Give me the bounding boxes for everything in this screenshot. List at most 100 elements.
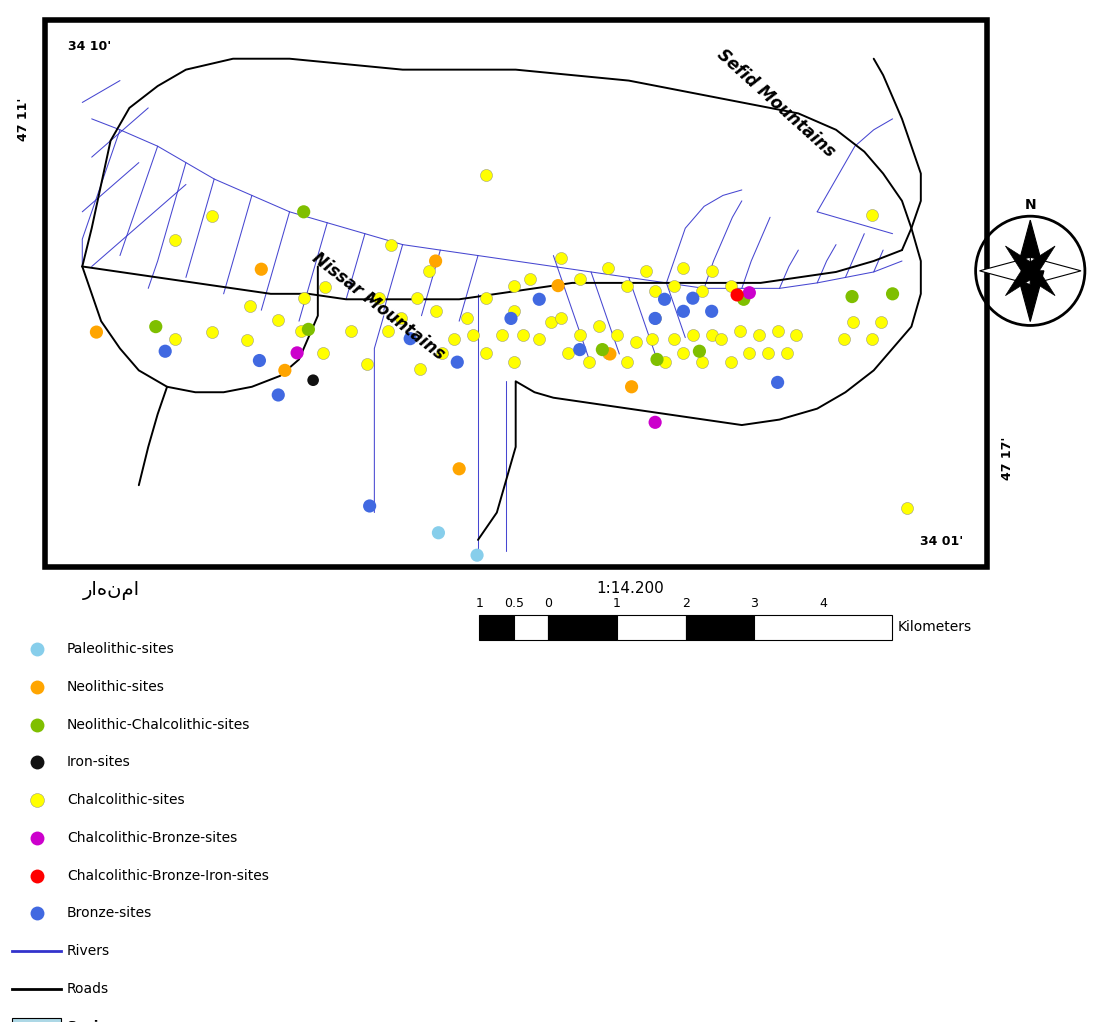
Bar bbox=[617, 615, 686, 640]
Point bbox=[317, 279, 334, 295]
Point bbox=[468, 547, 486, 563]
Point bbox=[721, 354, 739, 370]
Point bbox=[476, 290, 494, 307]
Polygon shape bbox=[1030, 258, 1082, 284]
Point bbox=[429, 524, 447, 541]
Text: Springs: Springs bbox=[67, 1020, 126, 1022]
Text: 0.5: 0.5 bbox=[504, 598, 524, 610]
Polygon shape bbox=[1017, 271, 1044, 322]
Point bbox=[665, 330, 682, 346]
Point bbox=[464, 327, 482, 343]
Point bbox=[735, 291, 753, 308]
Point bbox=[379, 323, 397, 339]
Point bbox=[690, 343, 708, 360]
Polygon shape bbox=[1025, 266, 1055, 295]
Point bbox=[270, 312, 288, 328]
Point bbox=[446, 330, 464, 346]
Point bbox=[427, 304, 445, 320]
Point bbox=[166, 232, 184, 248]
Point bbox=[609, 327, 627, 343]
Point bbox=[750, 327, 768, 343]
Point bbox=[313, 344, 331, 361]
Point bbox=[768, 374, 786, 390]
Point bbox=[559, 344, 576, 361]
Point bbox=[683, 327, 701, 343]
Text: Chalcolithic-Bronze-Iron-sites: Chalcolithic-Bronze-Iron-sites bbox=[67, 869, 269, 883]
Point bbox=[434, 344, 452, 361]
Point bbox=[872, 314, 890, 330]
Text: Paleolithic-sites: Paleolithic-sites bbox=[67, 642, 175, 656]
Point bbox=[571, 327, 589, 343]
Bar bbox=[479, 615, 514, 640]
Point bbox=[543, 314, 561, 330]
Point bbox=[304, 372, 322, 388]
Point bbox=[270, 386, 288, 403]
Point bbox=[476, 167, 494, 183]
Point bbox=[531, 291, 549, 308]
Point bbox=[648, 352, 666, 368]
Point bbox=[552, 311, 570, 327]
Point bbox=[647, 414, 665, 430]
Point bbox=[476, 344, 494, 361]
Text: Iron-sites: Iron-sites bbox=[67, 755, 130, 770]
Text: 4: 4 bbox=[820, 598, 827, 610]
Point bbox=[863, 330, 881, 346]
Point bbox=[601, 345, 619, 362]
Point bbox=[505, 354, 523, 370]
Point bbox=[759, 344, 777, 361]
Point bbox=[768, 323, 786, 339]
Point bbox=[883, 285, 901, 303]
Point bbox=[643, 330, 661, 346]
Point bbox=[147, 319, 165, 335]
Point bbox=[863, 206, 881, 223]
Polygon shape bbox=[979, 258, 1030, 284]
Text: 1: 1 bbox=[613, 598, 621, 610]
Point bbox=[721, 277, 739, 293]
Point bbox=[252, 261, 270, 277]
Point bbox=[239, 332, 256, 349]
Point bbox=[844, 314, 862, 330]
Text: Chalcolithic-Bronze-sites: Chalcolithic-Bronze-sites bbox=[67, 831, 237, 845]
Bar bbox=[12, 1018, 61, 1022]
Point bbox=[683, 290, 701, 307]
Point bbox=[740, 344, 758, 361]
Point bbox=[628, 334, 646, 351]
Point bbox=[505, 304, 523, 320]
Point bbox=[401, 330, 419, 346]
Point bbox=[702, 327, 720, 343]
Point bbox=[728, 287, 746, 304]
Point bbox=[702, 304, 720, 320]
Point bbox=[593, 341, 611, 358]
Point bbox=[694, 283, 711, 299]
Point bbox=[292, 323, 310, 339]
Point bbox=[647, 311, 665, 327]
Point bbox=[637, 263, 655, 279]
Point bbox=[778, 344, 796, 361]
Text: N: N bbox=[1025, 197, 1036, 212]
Point bbox=[241, 297, 259, 314]
Text: Neolithic-sites: Neolithic-sites bbox=[67, 680, 165, 694]
Point bbox=[521, 271, 539, 287]
Text: 47 11': 47 11' bbox=[18, 97, 30, 141]
Point bbox=[675, 304, 692, 320]
Point bbox=[580, 354, 598, 370]
Point bbox=[552, 250, 570, 267]
Point bbox=[622, 378, 640, 394]
Point bbox=[427, 252, 445, 269]
Text: 34 10': 34 10' bbox=[68, 40, 112, 52]
Point bbox=[590, 318, 608, 334]
Point bbox=[656, 291, 673, 308]
Polygon shape bbox=[1025, 246, 1055, 276]
Point bbox=[618, 354, 636, 370]
Point bbox=[275, 362, 293, 378]
Point bbox=[599, 260, 617, 276]
Point bbox=[166, 330, 184, 346]
Polygon shape bbox=[1006, 266, 1036, 295]
Point bbox=[370, 290, 388, 307]
Text: Nissar Mountains: Nissar Mountains bbox=[309, 249, 448, 364]
Point bbox=[361, 498, 379, 514]
Point bbox=[618, 277, 636, 293]
Text: Kilometers: Kilometers bbox=[898, 620, 971, 635]
Text: Rivers: Rivers bbox=[67, 944, 110, 958]
Text: Chalcolithic-sites: Chalcolithic-sites bbox=[67, 793, 184, 807]
